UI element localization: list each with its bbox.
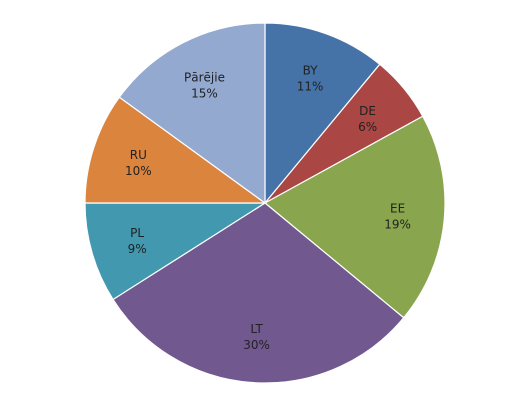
slice-label-parejie: Pārējie xyxy=(184,70,225,84)
pie-slice-ru xyxy=(84,96,267,204)
pie-slice-pl xyxy=(84,202,268,301)
slice-percent-lt: 30% xyxy=(243,338,270,352)
slice-percent-parejie: 15% xyxy=(191,86,218,100)
slice-label-ee: EE xyxy=(390,202,405,216)
slice-percent-ru: 10% xyxy=(125,164,152,178)
slice-label-pl: PL xyxy=(130,226,144,240)
slice-percent-ee: 19% xyxy=(384,218,411,232)
slice-percent-pl: 9% xyxy=(128,242,147,256)
slice-percent-by: 11% xyxy=(297,80,324,94)
pie-slice-by xyxy=(264,22,381,205)
pie-slice-lt xyxy=(112,202,405,384)
slice-label-by: BY xyxy=(303,64,319,78)
slice-label-de: DE xyxy=(359,104,376,118)
pie-slice-parejie xyxy=(118,22,266,205)
slice-label-ru: RU xyxy=(130,148,147,162)
slice-percent-de: 6% xyxy=(358,120,377,134)
pie-slice-ee xyxy=(263,115,446,319)
slice-label-lt: LT xyxy=(250,322,263,336)
